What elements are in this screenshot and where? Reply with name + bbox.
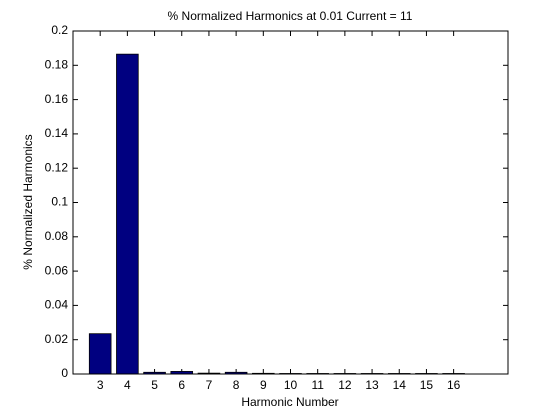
y-tick-label: 0.1 <box>51 195 68 209</box>
y-tick-label: 0 <box>61 366 68 380</box>
x-tick-label: 16 <box>447 378 461 392</box>
x-tick-label: 5 <box>151 378 158 392</box>
chart-title: % Normalized Harmonics at 0.01 Current =… <box>168 9 413 23</box>
x-tick-label: 6 <box>178 378 185 392</box>
y-tick-label: 0.04 <box>45 298 69 312</box>
x-tick-label: 3 <box>97 378 104 392</box>
bar <box>88 333 112 375</box>
y-tick-label: 0.14 <box>45 126 69 140</box>
x-tick-label: 11 <box>311 378 324 392</box>
y-tick-label: 0.18 <box>45 57 69 71</box>
y-tick-label: 0.02 <box>45 332 69 346</box>
y-axis-label: % Normalized Harmonics <box>21 134 35 269</box>
x-tick-label: 13 <box>365 378 379 392</box>
plot-area <box>73 31 508 374</box>
x-tick-label: 12 <box>338 378 352 392</box>
x-axis-label: Harmonic Number <box>241 395 338 409</box>
y-tick-label: 0.16 <box>45 92 69 106</box>
y-tick-label: 0.2 <box>51 23 68 37</box>
x-tick-label: 15 <box>420 378 434 392</box>
y-tick-label: 0.08 <box>45 229 69 243</box>
x-tick-label: 14 <box>393 378 407 392</box>
bar <box>116 53 139 375</box>
x-tick-label: 9 <box>260 378 267 392</box>
y-tick-label: 0.12 <box>45 160 69 174</box>
x-tick-label: 7 <box>206 378 213 392</box>
axes-box <box>72 30 509 375</box>
x-tick-label: 8 <box>233 378 240 392</box>
x-tick-label: 10 <box>284 378 298 392</box>
x-tick-label: 4 <box>124 378 131 392</box>
y-tick-label: 0.06 <box>45 263 69 277</box>
